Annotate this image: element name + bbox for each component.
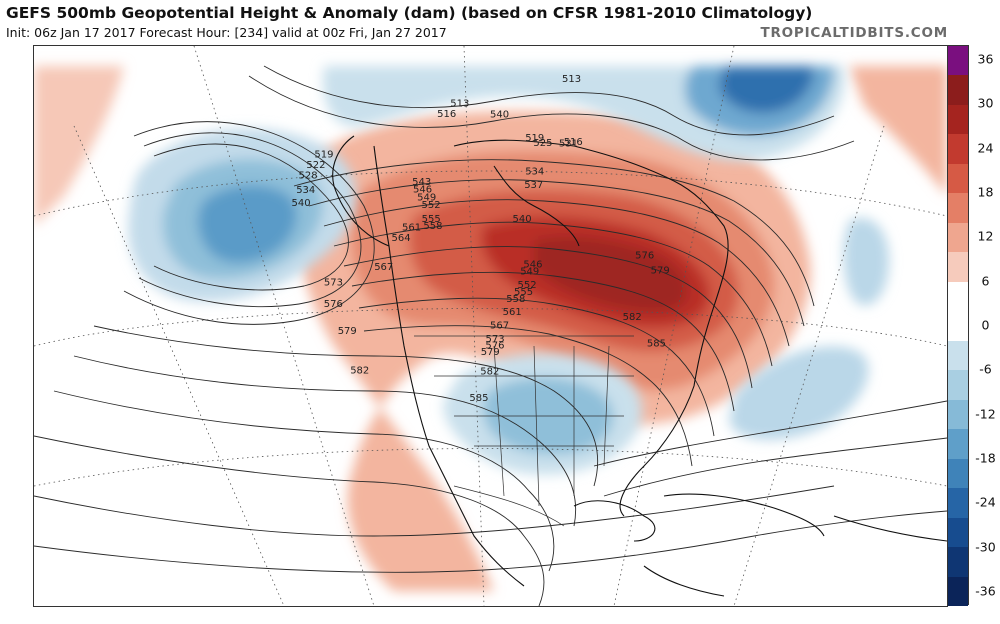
contour-label: 555	[514, 287, 533, 298]
contour-label: 519	[314, 149, 333, 160]
colorbar-segment	[948, 547, 968, 578]
contour-label: 582	[350, 365, 369, 376]
colorbar-segment	[948, 134, 968, 165]
colorbar-segment	[948, 458, 968, 489]
contour-label: 516	[564, 137, 583, 148]
height-contours	[34, 65, 947, 606]
contour-label: 576	[485, 340, 504, 351]
colorbar-tick-label: 30	[977, 95, 994, 111]
colorbar-segment	[948, 222, 968, 253]
contour-label: 579	[338, 326, 357, 337]
colorbar-tick-label: 24	[977, 140, 994, 156]
colorbar-tick-label: -6	[979, 361, 992, 377]
map-panel: 513 513 516 516 519 522 528 534 540 540 543 546 549 5…	[33, 45, 948, 607]
colorbar-segment	[948, 429, 968, 460]
colorbar-tick-label: -30	[975, 539, 996, 555]
contour-label: 585	[469, 393, 488, 404]
contour-label: 543	[412, 177, 431, 188]
contour-label: 567	[374, 262, 393, 273]
contour-label: 528	[299, 170, 318, 181]
coastlines	[332, 135, 947, 597]
contour-label: 531	[559, 139, 578, 150]
colorbar-tick-label: -36	[975, 583, 996, 599]
colorbar-segment	[948, 517, 968, 548]
contour-label: 573	[486, 334, 505, 345]
contour-label: 534	[296, 185, 315, 196]
colorbar-segment	[948, 488, 968, 519]
contour-label: 564	[392, 233, 411, 244]
contour-label: 549	[520, 267, 539, 278]
colorbar-segment	[948, 46, 968, 76]
contour-label: 513	[450, 99, 469, 110]
anomaly-colorbar	[947, 45, 969, 607]
contour-label: 525	[533, 138, 552, 149]
contour-label: 582	[623, 312, 642, 323]
colorbar-segment	[948, 370, 968, 401]
contour-label: 519	[525, 133, 544, 144]
colorbar-segment	[948, 340, 968, 371]
colorbar-segment	[948, 104, 968, 135]
contour-label: 540	[292, 198, 311, 209]
contour-label: 585	[647, 339, 666, 350]
contour-label: 540	[513, 214, 532, 225]
contour-label: 534	[525, 166, 544, 177]
contour-label: 558	[506, 294, 525, 305]
contour-label: 576	[324, 299, 343, 310]
contour-label: 552	[422, 200, 441, 211]
contour-label: 558	[423, 221, 442, 232]
colorbar-tick-label: -24	[975, 494, 996, 510]
contour-label: 567	[490, 321, 509, 332]
negative-anomaly-shading	[128, 66, 889, 475]
colorbar-tick-label: 12	[977, 228, 994, 244]
colorbar-segment	[948, 576, 968, 607]
colorbar-segment	[948, 399, 968, 430]
contour-label: 579	[481, 347, 500, 358]
positive-anomaly-shading	[34, 66, 947, 591]
colorbar-tick-label: 6	[981, 273, 990, 289]
contour-label: 522	[306, 160, 325, 171]
political-borders	[414, 335, 634, 527]
colorbar-segment	[948, 281, 968, 312]
contour-label: 582	[480, 367, 499, 378]
colorbar-segment	[948, 163, 968, 194]
map-subtitle: Init: 06z Jan 17 2017 Forecast Hour: [23…	[6, 25, 447, 40]
contour-label: 561	[503, 307, 522, 318]
map-canvas: 5135135165165195225285345405405435465495…	[34, 46, 947, 606]
colorbar-tick-label: 0	[981, 317, 990, 333]
contour-label: 540	[490, 109, 509, 120]
colorbar-segment	[948, 252, 968, 283]
colorbar-segment	[948, 75, 968, 106]
contour-label: 546	[413, 184, 432, 195]
brand-watermark: TROPICALTIDBITS.COM	[760, 25, 948, 41]
contour-label: 513	[562, 74, 581, 85]
contour-label: 549	[417, 192, 436, 203]
contour-label-layer: 5135135165165195225285345405405435465495…	[292, 74, 670, 404]
contour-label: 546	[523, 260, 542, 271]
contour-label: 555	[422, 214, 441, 225]
colorbar-segment	[948, 193, 968, 224]
colorbar-tick-label: -18	[975, 450, 996, 466]
contour-label: 576	[635, 251, 654, 262]
map-title: GEFS 500mb Geopotential Height & Anomaly…	[6, 4, 813, 22]
colorbar-segment	[948, 311, 968, 342]
contour-label: 516	[437, 109, 456, 120]
colorbar-labels: 36 30 24 18 12 6 0 -6 -12 -18 -24 -30 -36	[971, 45, 1000, 605]
contour-label: 537	[524, 180, 543, 191]
colorbar-tick-label: 18	[977, 184, 994, 200]
contour-label: 579	[651, 266, 670, 277]
contour-label: 552	[518, 280, 537, 291]
contour-label: 573	[324, 278, 343, 289]
contour-label: 561	[402, 222, 421, 233]
colorbar-tick-label: -12	[975, 406, 996, 422]
colorbar-tick-label: 36	[977, 51, 994, 67]
